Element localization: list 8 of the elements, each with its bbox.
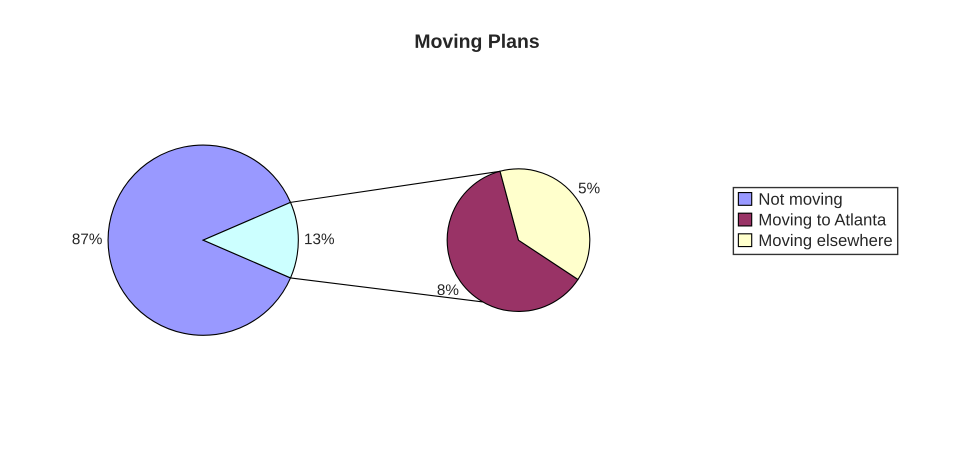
legend-label: Moving to Atlanta (760, 213, 886, 229)
legend-label: Moving elsewhere (760, 234, 892, 250)
data-label: 8% (438, 284, 458, 296)
data-label: 87% (72, 233, 102, 244)
data-label: 5% (578, 182, 600, 194)
legend-label: Not moving (760, 192, 842, 208)
data-label: 13% (305, 233, 334, 244)
chart-title: Moving Plans (416, 34, 539, 52)
